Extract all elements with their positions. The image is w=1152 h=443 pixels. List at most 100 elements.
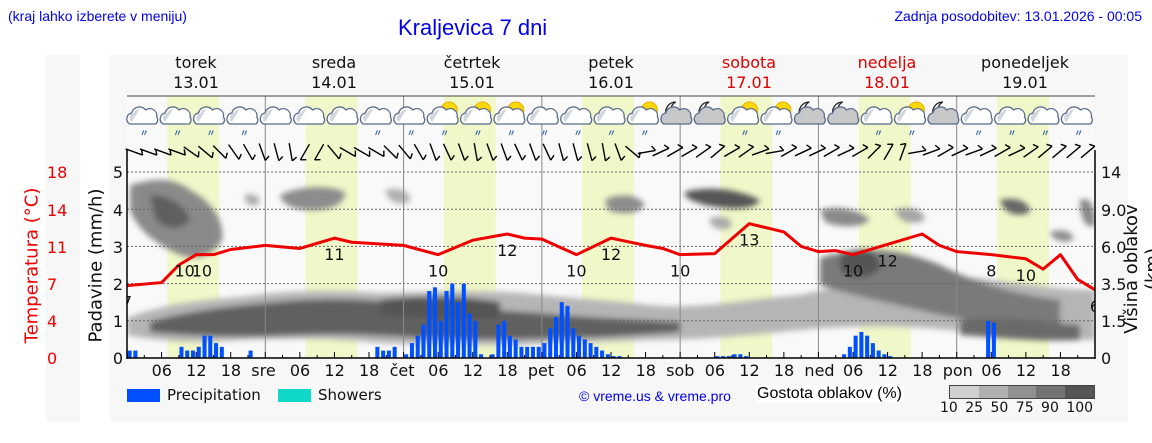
- x-tick-label: 06: [704, 361, 726, 380]
- wind-barb-icon: [883, 143, 894, 161]
- wind-barb-icon: [500, 143, 512, 161]
- temp-label: 10: [670, 262, 690, 281]
- precip-bar: [444, 291, 449, 358]
- temp-label: 10: [428, 262, 448, 281]
- wind-barb-icon: [183, 146, 200, 158]
- temp-tick: 14: [47, 201, 68, 220]
- precip-bar: [553, 317, 559, 358]
- precip-bar: [738, 354, 743, 358]
- x-tick-label: 18: [220, 361, 242, 380]
- cloud-icon: [326, 106, 359, 125]
- precip-bar: [721, 356, 726, 358]
- cloud-rain-icon: 〃: [126, 106, 159, 139]
- precipitation-legend-swatch: [127, 389, 160, 402]
- cloud-tick: 6.0: [1101, 238, 1127, 257]
- day-dividers: [264, 96, 958, 358]
- precip-bar: [853, 335, 858, 358]
- copyright-link[interactable]: © vreme.us & vreme.pro: [579, 388, 731, 404]
- wind-barb-icon: [197, 145, 214, 159]
- wind-barb-icon: [681, 144, 698, 158]
- precip-bar: [986, 320, 991, 358]
- cloud-rain-icon: 〃: [560, 106, 593, 139]
- temperature-line: [127, 222, 1095, 292]
- precip-bar: [392, 346, 397, 358]
- x-tick-label: sob: [666, 361, 695, 380]
- wind-barb-icon: [139, 148, 158, 156]
- temp-label: 10: [843, 262, 863, 281]
- precip-bar: [571, 328, 576, 358]
- wind-barb-icon: [851, 144, 869, 158]
- temp-label: 10: [192, 262, 212, 281]
- wind-barb-icon: [339, 146, 357, 158]
- cloud-rain-icon: 〃: [994, 106, 1027, 139]
- x-tick-label: pet: [527, 361, 555, 380]
- precip-bar: [438, 320, 443, 358]
- precip-bar: [847, 346, 852, 358]
- precip-bar: [617, 356, 622, 358]
- temp-label: 13: [739, 231, 759, 250]
- cloud-rain-icon: 〃: [960, 106, 993, 139]
- day-label-0: torek 13.01: [173, 53, 219, 92]
- cloud-icon: [259, 106, 292, 125]
- precip-bar: [427, 291, 432, 358]
- plot-area: 710101110121012101310128106: [127, 96, 1095, 358]
- precip-bar: [611, 356, 616, 358]
- x-tick-label: 18: [912, 361, 933, 380]
- cloud-scale-swatch-4: [1036, 386, 1066, 398]
- precip-tick: 0: [112, 349, 123, 368]
- precip-bar: [991, 322, 996, 358]
- wind-barb-icon: [951, 144, 969, 157]
- precip-bar: [536, 346, 541, 358]
- precip-bar: [386, 350, 391, 358]
- svg-text:〃: 〃: [974, 129, 983, 139]
- cloud-rain-icon: 〃: [393, 106, 426, 139]
- wind-barb-icon: [314, 143, 325, 161]
- sun-cloud-rain-icon: 〃: [893, 101, 927, 139]
- precip-bar: [432, 287, 438, 358]
- wind-barb-icon: [514, 143, 527, 161]
- wind-barb-icon: [979, 144, 997, 157]
- x-tick-label: 12: [1015, 361, 1037, 380]
- svg-text:〃: 〃: [874, 129, 883, 139]
- day-label-3: petek 16.01: [588, 53, 634, 92]
- precip-bar: [519, 346, 524, 358]
- precip-bar: [473, 320, 478, 358]
- precip-bar: [513, 339, 518, 358]
- cloud-rain-icon: 〃: [1060, 106, 1093, 139]
- precip-bar: [461, 283, 466, 358]
- x-tick-label: 06: [289, 361, 311, 380]
- cloud-rain-icon: 〃: [226, 106, 259, 139]
- wind-barb-icon: [486, 143, 498, 161]
- x-tick-label: 06: [428, 361, 449, 380]
- wind-barb-icon: [457, 143, 469, 161]
- precip-bar: [525, 346, 530, 358]
- precip-bar: [530, 346, 535, 358]
- temp-tick: 4: [47, 312, 58, 331]
- x-tick-marks: [126, 352, 1096, 358]
- svg-text:〃: 〃: [140, 129, 149, 139]
- svg-text:〃: 〃: [1041, 129, 1050, 139]
- wind-barb-icon: [353, 146, 371, 158]
- x-tick-label: pon: [942, 361, 973, 380]
- sun-cloud-rain-icon: 〃: [727, 101, 760, 139]
- wind-barb-icon: [528, 143, 541, 161]
- wind-barb-icon: [168, 148, 186, 156]
- precipitation-bars: [127, 283, 996, 358]
- wind-barb-icon: [1023, 143, 1039, 158]
- cloud-rain-icon: 〃: [192, 106, 226, 139]
- sun-cloud-rain-icon: 〃: [426, 101, 459, 139]
- moon-cloud-icon: [827, 101, 860, 125]
- cloud-density-scale: [949, 385, 1095, 399]
- precip-bar: [588, 343, 593, 358]
- wind-barb-icon: [710, 143, 726, 159]
- wind-barb-icon: [637, 145, 656, 155]
- moon-cloud-icon: [660, 101, 693, 125]
- showers-legend-swatch: [278, 389, 311, 402]
- wind-barb-icon: [125, 148, 144, 156]
- wind-barb-icon: [1037, 143, 1053, 159]
- wind-barb-icon: [258, 143, 270, 161]
- day-label-2: četrtek 15.01: [443, 53, 501, 92]
- page-title: Kraljevica 7 dni: [398, 15, 548, 40]
- wind-barb-icon: [614, 143, 626, 161]
- wind-barb-icon: [723, 144, 741, 158]
